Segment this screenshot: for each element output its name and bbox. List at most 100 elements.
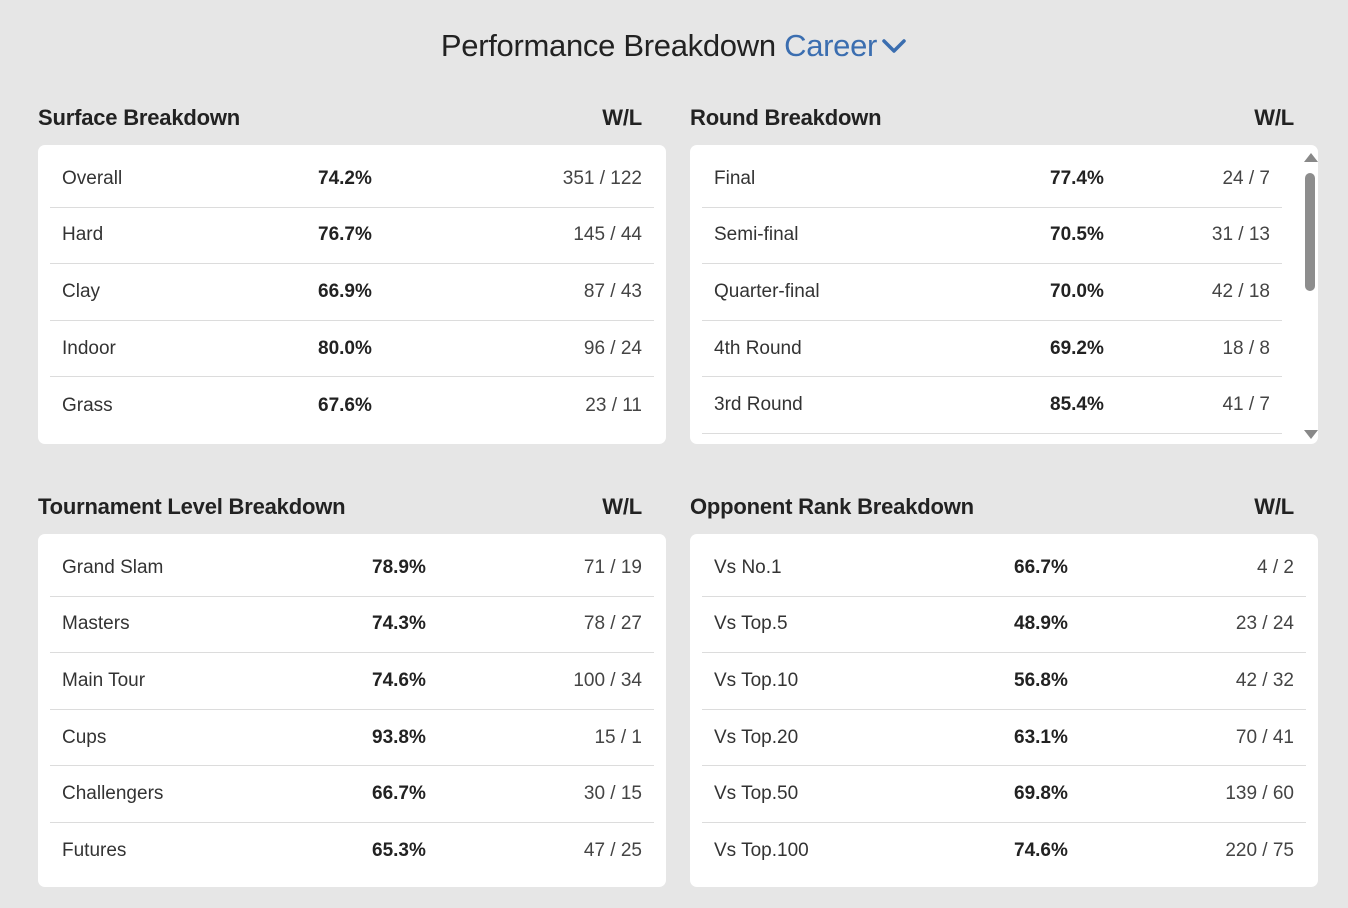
win-percentage: 85.4%: [1050, 394, 1104, 416]
win-percentage: 76.7%: [318, 224, 372, 246]
table-row: Vs No.1 66.7% 4 / 2: [702, 540, 1306, 597]
win-percentage: 69.2%: [1050, 337, 1104, 359]
row-label: Challengers: [62, 783, 164, 805]
scrollbar[interactable]: [1302, 151, 1318, 441]
row-label: Indoor: [62, 337, 116, 359]
table-row: Indoor 80.0% 96 / 24: [50, 321, 654, 378]
row-label: Vs Top.5: [714, 613, 788, 635]
table-row: Vs Top.20 63.1% 70 / 41: [702, 710, 1306, 767]
section-heading: Tournament Level Breakdown: [38, 494, 346, 519]
table-row: Clay 66.9% 87 / 43: [50, 264, 654, 321]
page-title-text: Performance Breakdown: [440, 28, 776, 63]
win-percentage: 77.4%: [1050, 167, 1104, 189]
wl-column-header: W/L: [1254, 494, 1294, 519]
row-label: Vs No.1: [714, 556, 782, 578]
win-loss-record: 139 / 60: [1225, 783, 1294, 805]
win-loss-record: 4 / 2: [1257, 556, 1294, 578]
row-label: Hard: [62, 224, 104, 246]
table-row: 3rd Round 85.4% 41 / 7: [702, 377, 1282, 434]
section-heading: Round Breakdown: [690, 105, 882, 130]
win-percentage: 93.8%: [372, 726, 426, 748]
table-row: Final 77.4% 24 / 7: [702, 151, 1282, 208]
win-percentage: 56.8%: [1014, 669, 1068, 691]
round-breakdown-section: Round Breakdown W/L Final 77.4% 24 / 7 Semi…: [690, 100, 1318, 444]
table-row: Futures 65.3% 47 / 25: [50, 823, 654, 880]
row-label: 4th Round: [714, 337, 802, 359]
win-loss-record: 100 / 34: [573, 669, 642, 691]
win-loss-record: 145 / 44: [573, 224, 642, 246]
row-label: Vs Top.10: [714, 669, 799, 691]
row-label: 3rd Round: [714, 394, 803, 416]
win-percentage: 80.0%: [318, 337, 372, 359]
row-label: Main Tour: [62, 669, 146, 691]
win-percentage: 74.6%: [372, 669, 426, 691]
round-breakdown-card[interactable]: Final 77.4% 24 / 7 Semi-final 70.5% 31 / 13 Qu…: [690, 145, 1318, 444]
page-title: Performance Breakdown Career: [0, 28, 1348, 64]
table-row: Vs Top.100 74.6% 220 / 75: [702, 823, 1306, 880]
win-loss-record: 15 / 1: [594, 726, 642, 748]
win-loss-record: 47 / 25: [583, 840, 642, 862]
section-heading: Surface Breakdown: [38, 105, 241, 130]
section-heading: Opponent Rank Breakdown: [690, 494, 974, 519]
win-loss-record: 71 / 19: [583, 556, 642, 578]
win-percentage: 66.7%: [372, 783, 426, 805]
win-percentage: 74.6%: [1014, 840, 1068, 862]
win-percentage: 69.8%: [1014, 783, 1068, 805]
win-percentage: 74.2%: [318, 167, 372, 189]
table-row: Cups 93.8% 15 / 1: [50, 710, 654, 767]
table-row: Challengers 66.7% 30 / 15: [50, 766, 654, 823]
table-row: Main Tour 74.6% 100 / 34: [50, 653, 654, 710]
section-header: Round Breakdown W/L: [690, 100, 1318, 136]
win-loss-record: 30 / 15: [583, 783, 642, 805]
win-loss-record: 87 / 43: [583, 280, 642, 302]
tournament-level-breakdown-section: Tournament Level Breakdown W/L Grand Sla…: [38, 489, 666, 887]
opponent-rank-breakdown-card: Vs No.1 66.7% 4 / 2 Vs Top.5 48.9% 23 / 24 Vs …: [690, 534, 1318, 887]
scroll-up-arrow-icon[interactable]: [1304, 153, 1318, 162]
win-loss-record: 351 / 122: [562, 167, 642, 189]
table-row: Quarter-final 70.0% 42 / 18: [702, 264, 1282, 321]
chevron-down-icon: [882, 39, 906, 53]
win-percentage: 78.9%: [372, 556, 426, 578]
win-percentage: 74.3%: [372, 613, 426, 635]
row-label: Vs Top.50: [714, 783, 799, 805]
win-percentage: 70.0%: [1050, 280, 1104, 302]
row-label: Clay: [62, 280, 101, 302]
row-label: Masters: [62, 613, 130, 635]
section-header: Tournament Level Breakdown W/L: [38, 489, 666, 525]
period-dropdown-label: Career: [784, 28, 878, 63]
row-label: Quarter-final: [714, 280, 820, 302]
row-label: Cups: [62, 726, 107, 748]
win-loss-record: 23 / 11: [585, 394, 642, 416]
opponent-rank-breakdown-section: Opponent Rank Breakdown W/L Vs No.1 66.7%…: [690, 489, 1318, 887]
period-dropdown[interactable]: Career: [784, 28, 907, 63]
wl-column-header: W/L: [602, 494, 642, 519]
tournament-level-breakdown-card: Grand Slam 78.9% 71 / 19 Masters 74.3% 78 / 2…: [38, 534, 666, 887]
table-row: Hard 76.7% 145 / 44: [50, 208, 654, 265]
win-loss-record: 41 / 7: [1222, 394, 1270, 416]
table-row: Grass 67.6% 23 / 11: [50, 377, 654, 434]
row-label: Grass: [62, 394, 113, 416]
row-label: Grand Slam: [62, 556, 164, 578]
table-row: Grand Slam 78.9% 71 / 19: [50, 540, 654, 597]
win-percentage: 66.9%: [318, 280, 372, 302]
table-row: Overall 74.2% 351 / 122: [50, 151, 654, 208]
win-loss-record: 31 / 13: [1211, 224, 1270, 246]
win-loss-record: 42 / 18: [1211, 280, 1270, 302]
win-loss-record: 70 / 41: [1235, 726, 1294, 748]
table-row: Semi-final 70.5% 31 / 13: [702, 208, 1282, 265]
win-percentage: 63.1%: [1014, 726, 1068, 748]
win-loss-record: 96 / 24: [583, 337, 642, 359]
surface-breakdown-card: Overall 74.2% 351 / 122 Hard 76.7% 145 / 44 Cl…: [38, 145, 666, 444]
row-label: Semi-final: [714, 224, 799, 246]
win-loss-record: 23 / 24: [1235, 613, 1294, 635]
win-loss-record: 24 / 7: [1222, 167, 1270, 189]
scroll-down-arrow-icon[interactable]: [1304, 430, 1318, 439]
table-row: 4th Round 69.2% 18 / 8: [702, 321, 1282, 378]
wl-column-header: W/L: [1254, 105, 1294, 130]
table-row: Vs Top.10 56.8% 42 / 32: [702, 653, 1306, 710]
table-row: Masters 74.3% 78 / 27: [50, 597, 654, 654]
table-row: Vs Top.5 48.9% 23 / 24: [702, 597, 1306, 654]
scrollbar-thumb[interactable]: [1305, 173, 1315, 291]
row-label: Vs Top.20: [714, 726, 799, 748]
win-loss-record: 42 / 32: [1235, 669, 1294, 691]
